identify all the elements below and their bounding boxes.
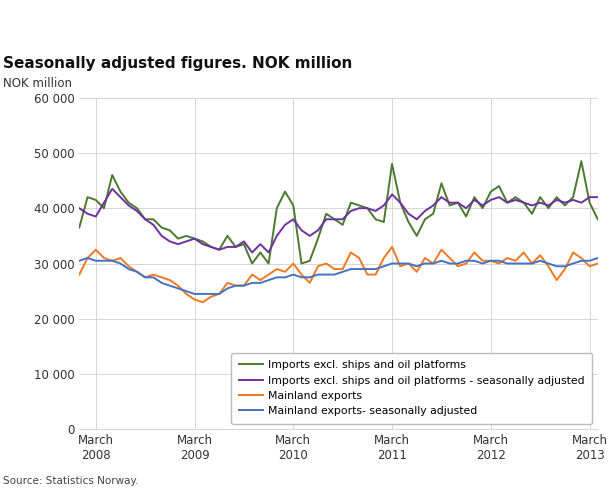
Mainland exports- seasonally adjusted — [149, 274, 157, 280]
Mainland exports — [298, 272, 305, 278]
Mainland exports- seasonally adjusted — [306, 274, 314, 280]
Imports excl. ships and oil platforms - seasonally adjusted — [594, 194, 601, 200]
Line: Mainland exports: Mainland exports — [79, 247, 598, 302]
Mainland exports- seasonally adjusted — [76, 258, 83, 264]
Mainland exports — [422, 255, 429, 261]
Imports excl. ships and oil platforms — [413, 233, 420, 239]
Mainland exports — [199, 299, 206, 305]
Imports excl. ships and oil platforms — [594, 216, 601, 222]
Mainland exports- seasonally adjusted — [191, 291, 198, 297]
Line: Imports excl. ships and oil platforms: Imports excl. ships and oil platforms — [79, 161, 598, 264]
Imports excl. ships and oil platforms - seasonally adjusted — [422, 208, 429, 214]
Imports excl. ships and oil platforms — [298, 261, 305, 266]
Mainland exports — [142, 274, 149, 280]
Imports excl. ships and oil platforms — [248, 261, 256, 266]
Mainland exports — [429, 261, 437, 266]
Text: Source: Statistics Norway.: Source: Statistics Norway. — [3, 476, 138, 486]
Legend: Imports excl. ships and oil platforms, Imports excl. ships and oil platforms - s: Imports excl. ships and oil platforms, I… — [231, 353, 592, 424]
Text: Seasonally adjusted figures. NOK million: Seasonally adjusted figures. NOK million — [3, 56, 353, 71]
Imports excl. ships and oil platforms — [578, 158, 585, 164]
Imports excl. ships and oil platforms — [372, 216, 379, 222]
Imports excl. ships and oil platforms - seasonally adjusted — [109, 186, 116, 192]
Mainland exports- seasonally adjusted — [380, 264, 387, 269]
Line: Imports excl. ships and oil platforms - seasonally adjusted: Imports excl. ships and oil platforms - … — [79, 189, 598, 252]
Imports excl. ships and oil platforms - seasonally adjusted — [76, 205, 83, 211]
Mainland exports — [594, 261, 601, 266]
Imports excl. ships and oil platforms - seasonally adjusted — [429, 203, 437, 208]
Mainland exports — [389, 244, 396, 250]
Imports excl. ships and oil platforms — [142, 216, 149, 222]
Imports excl. ships and oil platforms - seasonally adjusted — [248, 249, 256, 255]
Mainland exports- seasonally adjusted — [84, 255, 91, 261]
Imports excl. ships and oil platforms — [339, 222, 346, 228]
Text: NOK million: NOK million — [3, 77, 72, 90]
Imports excl. ships and oil platforms - seasonally adjusted — [347, 208, 354, 214]
Imports excl. ships and oil platforms - seasonally adjusted — [380, 203, 387, 208]
Mainland exports — [76, 272, 83, 278]
Mainland exports — [372, 272, 379, 278]
Imports excl. ships and oil platforms - seasonally adjusted — [149, 222, 157, 228]
Imports excl. ships and oil platforms — [76, 224, 83, 230]
Mainland exports- seasonally adjusted — [347, 266, 354, 272]
Line: Mainland exports- seasonally adjusted: Mainland exports- seasonally adjusted — [79, 258, 598, 294]
Mainland exports- seasonally adjusted — [429, 261, 437, 266]
Imports excl. ships and oil platforms — [422, 216, 429, 222]
Mainland exports — [339, 266, 346, 272]
Mainland exports- seasonally adjusted — [594, 255, 601, 261]
Mainland exports- seasonally adjusted — [422, 261, 429, 266]
Imports excl. ships and oil platforms - seasonally adjusted — [306, 233, 314, 239]
